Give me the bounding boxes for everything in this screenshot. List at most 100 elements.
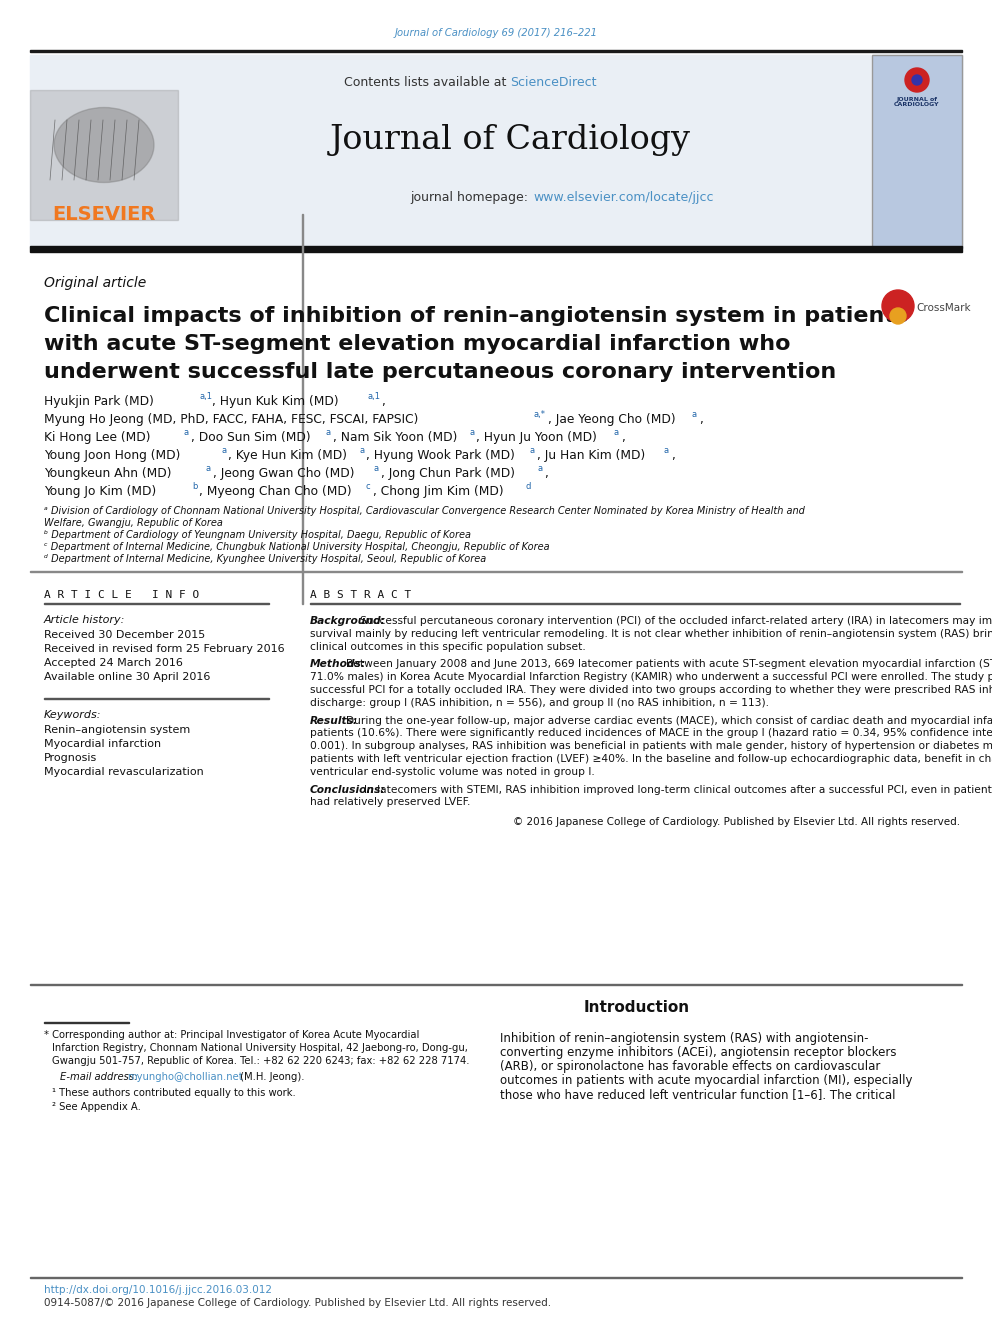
- Text: converting enzyme inhibitors (ACEi), angiotensin receptor blockers: converting enzyme inhibitors (ACEi), ang…: [500, 1046, 897, 1058]
- Text: Youngkeun Ahn (MD): Youngkeun Ahn (MD): [44, 467, 172, 480]
- Text: a: a: [184, 429, 189, 437]
- Text: 0.001). In subgroup analyses, RAS inhibition was beneficial in patients with mal: 0.001). In subgroup analyses, RAS inhibi…: [310, 741, 992, 751]
- Text: ² See Appendix A.: ² See Appendix A.: [52, 1102, 141, 1113]
- Text: ᵇ Department of Cardiology of Yeungnam University Hospital, Daegu, Republic of K: ᵇ Department of Cardiology of Yeungnam U…: [44, 531, 471, 540]
- Text: http://dx.doi.org/10.1016/j.jjcc.2016.03.012: http://dx.doi.org/10.1016/j.jjcc.2016.03…: [44, 1285, 272, 1295]
- Text: ᶜ Department of Internal Medicine, Chungbuk National University Hospital, Cheong: ᶜ Department of Internal Medicine, Chung…: [44, 542, 550, 552]
- Ellipse shape: [54, 107, 154, 183]
- Text: outcomes in patients with acute myocardial infarction (MI), especially: outcomes in patients with acute myocardi…: [500, 1074, 913, 1088]
- Text: Methods:: Methods:: [310, 659, 366, 669]
- Text: a,1: a,1: [367, 392, 380, 401]
- Bar: [30, 246, 962, 251]
- Text: Article history:: Article history:: [44, 615, 125, 624]
- Text: ,: ,: [544, 467, 548, 480]
- Text: , Jeong Gwan Cho (MD): , Jeong Gwan Cho (MD): [213, 467, 354, 480]
- Circle shape: [912, 75, 922, 85]
- Text: a: a: [537, 464, 542, 474]
- Text: a: a: [206, 464, 211, 474]
- Text: ,: ,: [381, 396, 385, 407]
- Text: , Nam Sik Yoon (MD): , Nam Sik Yoon (MD): [333, 431, 457, 445]
- Text: clinical outcomes in this specific population subset.: clinical outcomes in this specific popul…: [310, 642, 585, 652]
- Text: (ARB), or spironolactone has favorable effects on cardiovascular: (ARB), or spironolactone has favorable e…: [500, 1060, 880, 1073]
- Text: Results:: Results:: [310, 716, 358, 725]
- Text: Received in revised form 25 February 2016: Received in revised form 25 February 201…: [44, 644, 285, 654]
- Text: ELSEVIER: ELSEVIER: [53, 205, 156, 225]
- Text: 0914-5087/© 2016 Japanese College of Cardiology. Published by Elsevier Ltd. All : 0914-5087/© 2016 Japanese College of Car…: [44, 1298, 552, 1308]
- Text: a: a: [530, 446, 535, 455]
- Text: Myocardial revascularization: Myocardial revascularization: [44, 767, 203, 777]
- Circle shape: [882, 290, 914, 321]
- Text: a: a: [469, 429, 474, 437]
- Text: b: b: [192, 482, 197, 491]
- Text: Original article: Original article: [44, 277, 146, 290]
- Text: JOURNAL of
CARDIOLOGY: JOURNAL of CARDIOLOGY: [894, 97, 939, 107]
- Text: © 2016 Japanese College of Cardiology. Published by Elsevier Ltd. All rights res: © 2016 Japanese College of Cardiology. P…: [513, 818, 960, 827]
- Text: Myocardial infarction: Myocardial infarction: [44, 740, 161, 749]
- Text: had relatively preserved LVEF.: had relatively preserved LVEF.: [310, 798, 470, 807]
- Text: In latecomers with STEMI, RAS inhibition improved long-term clinical outcomes af: In latecomers with STEMI, RAS inhibition…: [364, 785, 992, 795]
- Text: a: a: [664, 446, 670, 455]
- Circle shape: [890, 308, 906, 324]
- Text: * Corresponding author at: Principal Investigator of Korea Acute Myocardial: * Corresponding author at: Principal Inv…: [44, 1031, 420, 1040]
- Text: Hyukjin Park (MD): Hyukjin Park (MD): [44, 396, 154, 407]
- Text: survival mainly by reducing left ventricular remodeling. It is not clear whether: survival mainly by reducing left ventric…: [310, 628, 992, 639]
- Text: discharge: group I (RAS inhibition, n = 556), and group II (no RAS inhibition, n: discharge: group I (RAS inhibition, n = …: [310, 697, 769, 708]
- Text: ScienceDirect: ScienceDirect: [510, 75, 596, 89]
- Text: www.elsevier.com/locate/jjcc: www.elsevier.com/locate/jjcc: [533, 191, 713, 204]
- Text: d: d: [526, 482, 532, 491]
- Text: , Hyung Wook Park (MD): , Hyung Wook Park (MD): [366, 448, 515, 462]
- Text: , Hyun Kuk Kim (MD): , Hyun Kuk Kim (MD): [212, 396, 338, 407]
- Text: ,: ,: [699, 413, 703, 426]
- Text: Renin–angiotensin system: Renin–angiotensin system: [44, 725, 190, 736]
- Text: Successful percutaneous coronary intervention (PCI) of the occluded infarct-rela: Successful percutaneous coronary interve…: [360, 617, 992, 626]
- Text: , Kye Hun Kim (MD): , Kye Hun Kim (MD): [228, 448, 347, 462]
- Text: 71.0% males) in Korea Acute Myocardial Infarction Registry (KAMIR) who underwent: 71.0% males) in Korea Acute Myocardial I…: [310, 672, 992, 683]
- Text: a: a: [374, 464, 379, 474]
- Text: Journal of Cardiology 69 (2017) 216–221: Journal of Cardiology 69 (2017) 216–221: [395, 28, 597, 38]
- Text: Ki Hong Lee (MD): Ki Hong Lee (MD): [44, 431, 151, 445]
- Text: journal homepage:: journal homepage:: [410, 191, 532, 204]
- Text: Young Joon Hong (MD): Young Joon Hong (MD): [44, 448, 181, 462]
- Text: A R T I C L E   I N F O: A R T I C L E I N F O: [44, 590, 199, 601]
- Bar: [30, 49, 962, 52]
- Text: Background:: Background:: [310, 617, 386, 626]
- Bar: [30, 56, 870, 247]
- Text: ,: ,: [671, 448, 675, 462]
- Text: with acute ST-segment elevation myocardial infarction who: with acute ST-segment elevation myocardi…: [44, 333, 791, 355]
- Text: a: a: [359, 446, 364, 455]
- Text: Available online 30 April 2016: Available online 30 April 2016: [44, 672, 210, 681]
- Bar: [872, 56, 962, 247]
- Text: Prognosis: Prognosis: [44, 753, 97, 763]
- Text: patients (10.6%). There were significantly reduced incidences of MACE in the gro: patients (10.6%). There were significant…: [310, 729, 992, 738]
- Text: ᵃ Division of Cardiology of Chonnam National University Hospital, Cardiovascular: ᵃ Division of Cardiology of Chonnam Nati…: [44, 505, 805, 516]
- Text: Keywords:: Keywords:: [44, 710, 101, 720]
- Text: those who have reduced left ventricular function [1–6]. The critical: those who have reduced left ventricular …: [500, 1088, 896, 1101]
- Text: , Chong Jim Kim (MD): , Chong Jim Kim (MD): [373, 486, 504, 497]
- Text: Inhibition of renin–angiotensin system (RAS) with angiotensin-: Inhibition of renin–angiotensin system (…: [500, 1032, 869, 1045]
- Text: ,: ,: [621, 431, 625, 445]
- Text: a,*: a,*: [534, 410, 546, 419]
- Text: Clinical impacts of inhibition of renin–angiotensin system in patients: Clinical impacts of inhibition of renin–…: [44, 306, 909, 325]
- Text: E-mail address:: E-mail address:: [60, 1072, 141, 1082]
- Text: Contents lists available at: Contents lists available at: [343, 75, 510, 89]
- Text: a: a: [614, 429, 619, 437]
- Text: , Hyun Ju Yoon (MD): , Hyun Ju Yoon (MD): [476, 431, 597, 445]
- Text: ᵈ Department of Internal Medicine, Kyunghee University Hospital, Seoul, Republic: ᵈ Department of Internal Medicine, Kyung…: [44, 554, 486, 564]
- Bar: [30, 90, 178, 220]
- Text: Journal of Cardiology: Journal of Cardiology: [329, 124, 690, 156]
- Circle shape: [905, 67, 929, 93]
- Text: Accepted 24 March 2016: Accepted 24 March 2016: [44, 658, 183, 668]
- Text: a: a: [692, 410, 697, 419]
- Text: ventricular end-systolic volume was noted in group I.: ventricular end-systolic volume was note…: [310, 767, 595, 777]
- Text: ¹ These authors contributed equally to this work.: ¹ These authors contributed equally to t…: [52, 1088, 296, 1098]
- Text: myungho@chollian.net: myungho@chollian.net: [127, 1072, 243, 1082]
- Text: , Myeong Chan Cho (MD): , Myeong Chan Cho (MD): [199, 486, 351, 497]
- Text: patients with left ventricular ejection fraction (LVEF) ≥40%. In the baseline an: patients with left ventricular ejection …: [310, 754, 992, 763]
- Text: Between January 2008 and June 2013, 669 latecomer patients with acute ST-segment: Between January 2008 and June 2013, 669 …: [346, 659, 992, 669]
- Text: , Jae Yeong Cho (MD): , Jae Yeong Cho (MD): [548, 413, 676, 426]
- Text: , Ju Han Kim (MD): , Ju Han Kim (MD): [537, 448, 645, 462]
- Text: Welfare, Gwangju, Republic of Korea: Welfare, Gwangju, Republic of Korea: [44, 519, 223, 528]
- Text: During the one-year follow-up, major adverse cardiac events (MACE), which consis: During the one-year follow-up, major adv…: [346, 716, 992, 725]
- Text: a: a: [326, 429, 331, 437]
- Text: Myung Ho Jeong (MD, PhD, FACC, FAHA, FESC, FSCAI, FAPSIC): Myung Ho Jeong (MD, PhD, FACC, FAHA, FES…: [44, 413, 419, 426]
